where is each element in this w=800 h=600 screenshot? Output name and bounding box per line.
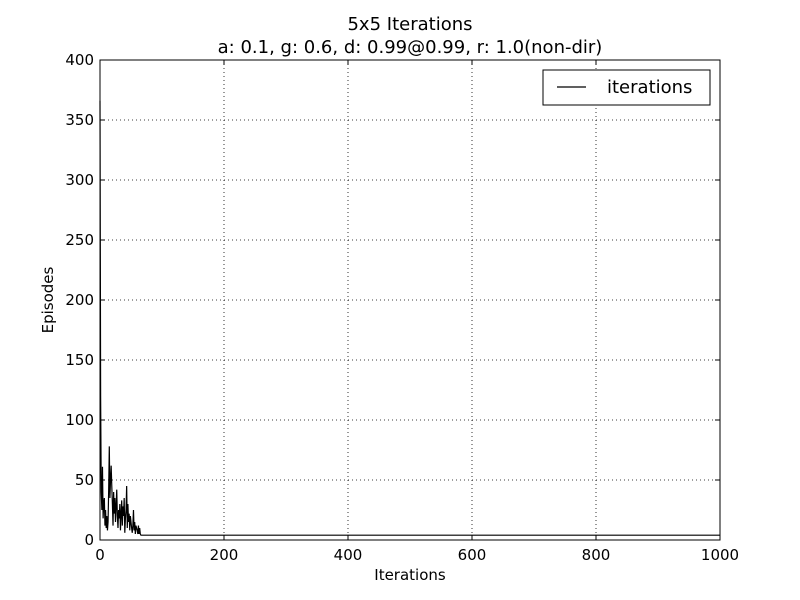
x-tick-label: 0 [95, 546, 105, 564]
y-tick-label: 400 [65, 51, 94, 69]
y-tick-label: 150 [65, 351, 94, 369]
axis-ticks: 0 200 400 600 800 1000 0 50 100 150 200 250 300 350 40… [65, 51, 739, 564]
legend-label: iterations [607, 77, 692, 98]
x-tick-label: 200 [210, 546, 239, 564]
series-line [99, 100, 720, 536]
x-tick-label: 1000 [701, 546, 739, 564]
x-tick-label: 400 [334, 546, 363, 564]
chart-title: 5x5 Iterations [347, 14, 472, 35]
y-tick-label: 350 [65, 111, 94, 129]
x-tick-label: 800 [582, 546, 611, 564]
y-axis-label: Episodes [39, 266, 57, 333]
y-tick-label: 0 [84, 531, 94, 549]
legend: iterations [542, 69, 711, 106]
x-tick-label: 600 [458, 546, 487, 564]
y-tick-label: 250 [65, 231, 94, 249]
y-tick-label: 100 [65, 411, 94, 429]
y-tick-label: 200 [65, 291, 94, 309]
series-layer [99, 100, 720, 536]
x-axis-label: Iterations [374, 566, 446, 584]
y-tick-label: 300 [65, 171, 94, 189]
y-tick-label: 50 [75, 471, 94, 489]
chart-subtitle: a: 0.1, g: 0.6, d: 0.99@0.99, r: 1.0(non… [218, 37, 603, 58]
grid-lines [100, 60, 720, 540]
